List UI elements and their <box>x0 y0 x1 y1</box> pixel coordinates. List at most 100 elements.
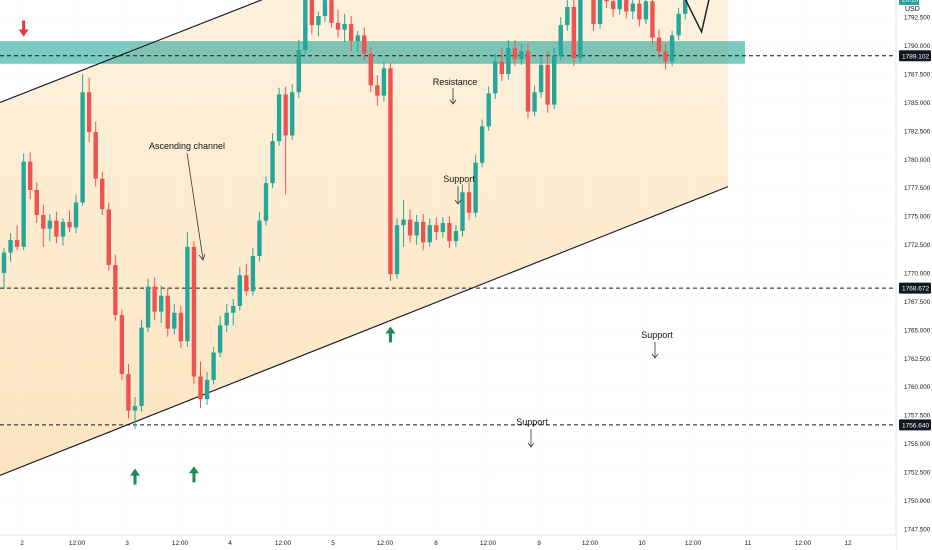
time-tick-label: 12:00 <box>795 540 812 547</box>
price-tag-label: 1756.640 <box>902 422 929 429</box>
time-tick-label: 5 <box>331 540 335 547</box>
down-arrow-shaft <box>22 20 26 31</box>
candle-body <box>656 37 662 52</box>
price-axis[interactable]: USD 1747.500 1750.000 1752.500 1755.000 1757… <box>895 0 932 550</box>
candle-body <box>145 286 151 328</box>
up-arrow-head <box>188 466 199 474</box>
candle-body <box>368 53 373 86</box>
candle-body <box>309 0 315 26</box>
candle-body <box>624 0 629 12</box>
candle-body <box>86 92 92 133</box>
price-tick-label: 1790.000 <box>904 43 931 50</box>
candle-body <box>375 85 380 96</box>
candle-body <box>355 35 360 42</box>
candle-body <box>643 1 649 20</box>
candle-body <box>591 0 596 24</box>
candle-body <box>113 265 118 316</box>
candle-body <box>493 61 498 94</box>
price-tag-box <box>899 282 931 294</box>
candle-body <box>250 255 256 292</box>
candle-body <box>617 0 622 10</box>
down-arrow-head <box>18 29 29 37</box>
price-axis-background <box>896 0 932 550</box>
projection-line <box>684 0 710 35</box>
support-lower-label: Support <box>516 417 548 427</box>
time-tick-label: 12:00 <box>172 540 189 547</box>
up-arrow-shaft <box>192 472 196 483</box>
candle-body <box>211 352 216 380</box>
time-axis[interactable]: 2 12:00 3 12:00 4 12:00 5 12:00 8 12:00 9 12:00 10 12… <box>0 534 896 550</box>
price-tick-label: 1785.000 <box>904 100 931 107</box>
price-tick-label: 1787.500 <box>904 72 931 79</box>
candle-body <box>263 183 269 221</box>
candle-body <box>132 406 138 411</box>
support-mid-label: Support <box>641 330 673 340</box>
candle-body <box>578 0 583 59</box>
time-tick-label: 12:00 <box>685 540 702 547</box>
candle-body <box>532 92 537 112</box>
candle-body <box>316 16 321 26</box>
candle-body <box>1 252 7 273</box>
candle-body <box>558 25 563 56</box>
candle-body <box>152 286 157 312</box>
price-tick-label: 1762.500 <box>904 356 931 363</box>
channel-pointer-head <box>198 253 206 261</box>
candle-body <box>126 374 131 411</box>
candle-body <box>538 64 544 93</box>
candle-body <box>466 192 472 213</box>
candle-body <box>506 47 511 75</box>
candle-body <box>427 225 432 243</box>
candle-body <box>414 221 419 236</box>
candle-body <box>381 68 387 96</box>
candle-body <box>34 189 39 216</box>
candle-body <box>159 295 164 312</box>
resistance-pointer-head <box>449 99 457 105</box>
candle-body <box>244 275 249 292</box>
candle-body <box>552 55 557 105</box>
countdown-tag-box <box>899 0 919 5</box>
time-axis-background <box>0 535 896 550</box>
candle-body <box>283 94 288 136</box>
annotations: Resistance Ascending channel Support Sup… <box>149 77 673 448</box>
candle-body <box>473 162 478 213</box>
candle-body <box>67 221 72 228</box>
candle-body <box>597 0 603 24</box>
candle-body <box>172 312 177 329</box>
candle-body <box>139 327 144 407</box>
channel-upper-line <box>0 0 263 103</box>
candle-body <box>637 3 642 20</box>
candle-body <box>663 51 668 62</box>
candle-body <box>217 325 223 353</box>
channel-lines <box>0 0 729 476</box>
candle-body <box>303 0 308 51</box>
candle-body <box>165 295 170 329</box>
price-tick-label: 1765.000 <box>904 327 931 334</box>
candle-body <box>60 221 66 237</box>
candle-body <box>545 64 550 105</box>
candle-body <box>447 222 452 242</box>
candle-body <box>335 22 341 30</box>
candle-body <box>630 3 635 12</box>
channel-label: Ascending channel <box>149 141 225 151</box>
candle-body <box>80 92 85 203</box>
candle-body <box>329 0 334 23</box>
price-tag-box <box>899 50 931 62</box>
candle-body <box>322 0 328 17</box>
candle-body <box>191 246 197 377</box>
candle-body <box>571 6 577 59</box>
time-tick-label: 12:00 <box>69 540 86 547</box>
time-tick-label: 10 <box>638 540 646 547</box>
price-tick-label: 1780.000 <box>904 157 931 164</box>
price-tag-label: 1768.672 <box>902 286 929 293</box>
candle-body <box>54 220 59 237</box>
candle-body <box>100 178 105 210</box>
candle-body <box>486 93 491 127</box>
candle-body <box>231 305 236 313</box>
candle-body <box>683 0 688 14</box>
candle-body <box>440 222 446 233</box>
candle-body <box>401 219 406 226</box>
channel-fill <box>0 0 728 476</box>
price-tick-label: 1757.500 <box>904 413 931 420</box>
